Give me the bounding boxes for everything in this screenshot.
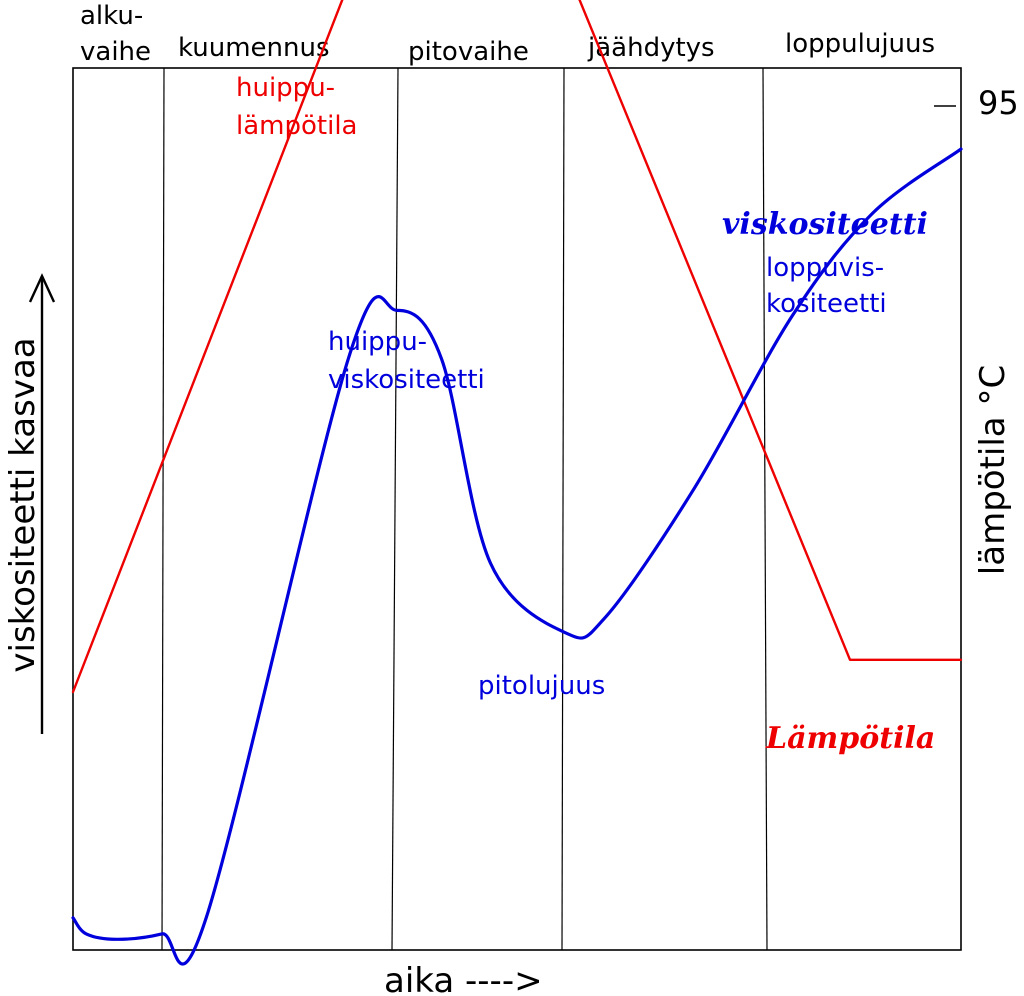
annotation-peak-viscosity-line1: huippu-	[328, 327, 427, 357]
phase-label-kuumennus: kuumennus	[178, 33, 330, 63]
y2-axis-title: lämpötila °C	[973, 365, 1013, 575]
phase-divider	[391, 67, 399, 951]
phase-divider	[161, 67, 165, 951]
y-axis-arrow-head	[28, 273, 56, 303]
annotation-final-viscosity-line2: kositeetti	[766, 289, 887, 319]
legend-viscosity: viskositeetti	[722, 207, 928, 242]
phase-label-alkuvaihe-line1: alku-	[80, 1, 143, 31]
phase-label-pitovaihe: pitovaihe	[408, 37, 529, 67]
x-axis-title: aika ---->	[384, 961, 543, 996]
phase-label-alkuvaihe-line2: vaihe	[80, 37, 151, 67]
series-layer	[71, 0, 963, 966]
annotation-peak-viscosity-line2: viskositeetti	[328, 365, 485, 395]
legend-temperature: Lämpötila	[765, 721, 935, 756]
annotation-peak-temperature-line2: lämpötila	[236, 111, 357, 141]
annotation-final-viscosity-line1: loppuvis-	[766, 253, 884, 283]
viscosity-series-line	[71, 147, 963, 966]
y2-tick-label-95: 95	[978, 84, 1019, 122]
annotation-peak-temperature-line1: huippu-	[236, 73, 335, 103]
phase-label-jaahdytys: jäähdytys	[587, 33, 715, 63]
y-axis-title: viskositeetti kasvaa	[3, 337, 43, 672]
phase-divider	[561, 67, 565, 951]
temperature-series-line	[71, 0, 963, 694]
phase-divider	[762, 67, 768, 951]
phase-label-loppulujuus: loppulujuus	[785, 29, 935, 59]
annotation-holding-strength: pitolujuus	[478, 671, 605, 701]
plot-frame	[72, 67, 962, 951]
